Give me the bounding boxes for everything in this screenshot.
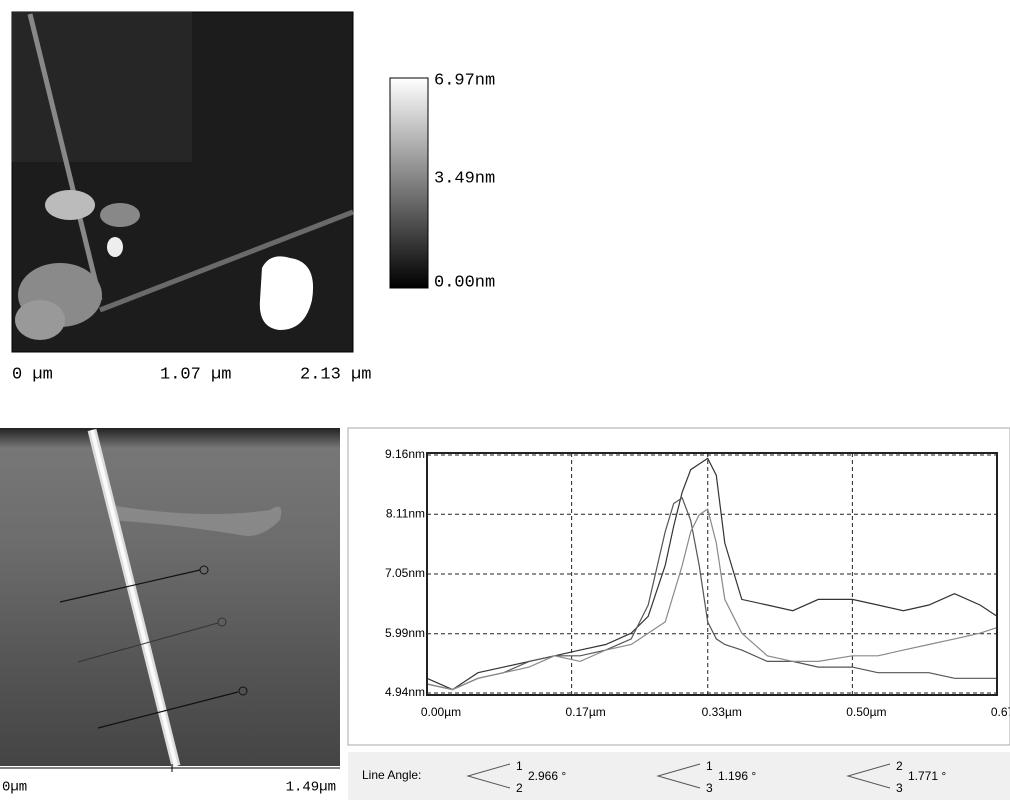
colorbar-label: 0.00nm — [434, 273, 495, 292]
figure: 6.97nm 3.49nm 0.00nm 0 µm 1.07 µm 2.13 µ… — [0, 0, 1010, 800]
x-tick-label: 0.33µm — [702, 705, 742, 719]
colorbar-label: 6.97nm — [434, 71, 495, 90]
x-tick-label: 0.00µm — [421, 705, 461, 719]
line-angle-label: Line Angle: — [362, 768, 421, 782]
axis-label: 1.07 µm — [160, 365, 231, 384]
x-tick-label: 0.50µm — [846, 705, 886, 719]
axis-label: 0µm — [2, 780, 27, 796]
angle-index: 3 — [706, 781, 713, 795]
y-tick-label: 9.16nm — [385, 447, 425, 461]
angle-index: 3 — [896, 781, 903, 795]
page: 6.97nm 3.49nm 0.00nm 0 µm 1.07 µm 2.13 µ… — [0, 0, 1010, 800]
x-tick-label: 0.67µm — [991, 705, 1010, 719]
x-tick-label: 0.17µm — [565, 705, 605, 719]
axis-label: 0 µm — [12, 365, 53, 384]
y-tick-label: 7.05nm — [385, 566, 425, 580]
profile-panel — [348, 428, 1010, 745]
y-tick-label: 4.94nm — [385, 685, 425, 699]
axis-label: 1.49µm — [286, 780, 336, 796]
y-tick-label: 8.11nm — [386, 506, 425, 520]
afm-image-bottom — [0, 428, 340, 772]
angle-index: 1 — [706, 759, 713, 773]
angle-value: 1.196 ° — [718, 769, 756, 783]
afm-image-top — [12, 12, 428, 352]
angle-index: 2 — [896, 759, 903, 773]
axis-label: 2.13 µm — [300, 365, 371, 384]
angle-index: 2 — [516, 781, 523, 795]
y-tick-label: 5.99nm — [385, 626, 425, 640]
colorbar-label: 3.49nm — [434, 169, 495, 188]
angle-value: 1.771 ° — [908, 769, 946, 783]
angle-index: 1 — [516, 759, 523, 773]
angle-value: 2.966 ° — [528, 769, 566, 783]
